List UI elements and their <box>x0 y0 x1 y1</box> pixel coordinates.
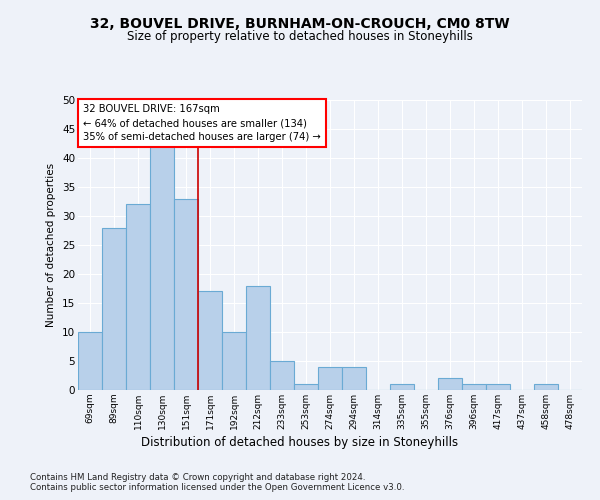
Text: 32 BOUVEL DRIVE: 167sqm
← 64% of detached houses are smaller (134)
35% of semi-d: 32 BOUVEL DRIVE: 167sqm ← 64% of detache… <box>83 104 321 142</box>
Bar <box>198 292 222 390</box>
Bar <box>318 367 342 390</box>
Bar <box>534 384 558 390</box>
Bar <box>246 286 270 390</box>
Y-axis label: Number of detached properties: Number of detached properties <box>46 163 56 327</box>
Bar <box>174 198 198 390</box>
Bar <box>462 384 486 390</box>
Bar <box>78 332 102 390</box>
Bar <box>438 378 462 390</box>
Bar <box>126 204 150 390</box>
Text: 32, BOUVEL DRIVE, BURNHAM-ON-CROUCH, CM0 8TW: 32, BOUVEL DRIVE, BURNHAM-ON-CROUCH, CM0… <box>90 18 510 32</box>
Text: Distribution of detached houses by size in Stoneyhills: Distribution of detached houses by size … <box>142 436 458 449</box>
Bar <box>102 228 126 390</box>
Bar <box>270 361 294 390</box>
Bar <box>486 384 510 390</box>
Bar <box>390 384 414 390</box>
Bar <box>294 384 318 390</box>
Text: Contains HM Land Registry data © Crown copyright and database right 2024.: Contains HM Land Registry data © Crown c… <box>30 472 365 482</box>
Text: Size of property relative to detached houses in Stoneyhills: Size of property relative to detached ho… <box>127 30 473 43</box>
Bar <box>150 140 174 390</box>
Bar <box>222 332 246 390</box>
Bar <box>342 367 366 390</box>
Text: Contains public sector information licensed under the Open Government Licence v3: Contains public sector information licen… <box>30 482 404 492</box>
